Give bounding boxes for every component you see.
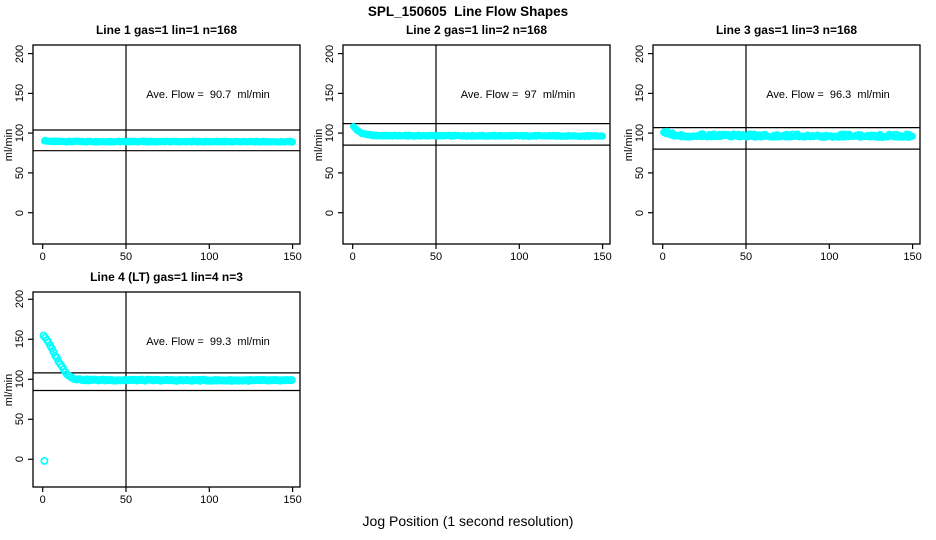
y-tick-label: 150: [324, 84, 336, 103]
x-tick-label: 100: [200, 251, 219, 263]
y-tick-label: 150: [14, 330, 26, 349]
subplot-line-4: Line 4 (LT) gas=1 lin=4 n=3 Ave. Flow = …: [0, 267, 310, 513]
x-tick-label: 0: [39, 494, 46, 506]
y-tick-label: 100: [14, 123, 26, 143]
subplot-line-2-ave-flow-annotation: Ave. Flow = 97 ml/min: [460, 89, 576, 101]
x-tick-label: 100: [200, 494, 219, 506]
x-tick-label: 50: [119, 494, 133, 506]
subplot-line-1-title: Line 1 gas=1 lin=1 n=168: [95, 23, 238, 37]
y-tick-label: 100: [324, 123, 336, 143]
subplot-line-2-title: Line 2 gas=1 lin=2 n=168: [405, 23, 548, 37]
x-tick-label: 0: [39, 251, 46, 263]
subplot-line-3-ave-flow-annotation: Ave. Flow = 96.3 ml/min: [766, 89, 890, 101]
x-axis-label: Jog Position (1 second resolution): [362, 513, 574, 529]
x-tick-label: 150: [593, 251, 612, 263]
y-tick-label: 150: [14, 84, 26, 103]
y-tick-label: 0: [14, 456, 26, 463]
y-tick-label: 150: [634, 84, 646, 103]
x-tick-label: 100: [510, 251, 529, 263]
x-tick-label: 0: [659, 251, 666, 263]
x-tick-label: 100: [820, 251, 839, 263]
x-tick-label: 50: [429, 251, 443, 263]
y-axis-label: ml/min: [623, 128, 635, 161]
subplot-line-1-plot-area: [28, 44, 301, 249]
subplot-line-1: Line 1 gas=1 lin=1 n=168 Ave. Flow = 90.…: [0, 20, 310, 266]
y-tick-label: 0: [324, 209, 336, 216]
y-tick-label: 50: [324, 166, 336, 180]
y-axis-label: ml/min: [3, 373, 15, 406]
subplot-line-2-plot-area: [338, 44, 611, 249]
subplot-line-3: Line 3 gas=1 lin=3 n=168 Ave. Flow = 96.…: [620, 20, 930, 266]
y-tick-label: 50: [634, 166, 646, 180]
y-axis-label: ml/min: [3, 128, 15, 161]
y-tick-label: 200: [14, 290, 26, 309]
y-tick-label: 200: [634, 44, 646, 63]
y-tick-label: 200: [324, 44, 336, 63]
y-tick-label: 0: [14, 209, 26, 216]
subplot-line-4-title: Line 4 (LT) gas=1 lin=4 n=3: [90, 270, 243, 284]
x-tick-label: 0: [349, 251, 356, 263]
subplot-line-3-title: Line 3 gas=1 lin=3 n=168: [715, 23, 858, 37]
x-tick-label: 150: [283, 494, 302, 506]
y-tick-label: 0: [634, 209, 646, 216]
y-tick-label: 100: [634, 123, 646, 143]
subplot-line-1-ave-flow-annotation: Ave. Flow = 90.7 ml/min: [146, 89, 270, 101]
y-tick-label: 100: [14, 370, 26, 389]
y-tick-label: 50: [14, 413, 26, 426]
main-title: SPL_150605 Line Flow Shapes: [367, 4, 569, 19]
subplot-line-4-ave-flow-annotation: Ave. Flow = 99.3 ml/min: [146, 336, 270, 348]
subplot-line-3-plot-area: [648, 44, 921, 249]
x-tick-label: 50: [119, 251, 133, 263]
subplot-line-4-plot-area: [28, 291, 301, 492]
y-tick-label: 200: [14, 44, 26, 63]
y-axis-label: ml/min: [313, 128, 325, 161]
x-tick-label: 150: [283, 251, 302, 263]
x-tick-label: 50: [739, 251, 753, 263]
y-tick-label: 50: [14, 166, 26, 180]
x-tick-label: 150: [903, 251, 922, 263]
subplot-line-2: Line 2 gas=1 lin=2 n=168 Ave. Flow = 97 …: [310, 20, 620, 266]
